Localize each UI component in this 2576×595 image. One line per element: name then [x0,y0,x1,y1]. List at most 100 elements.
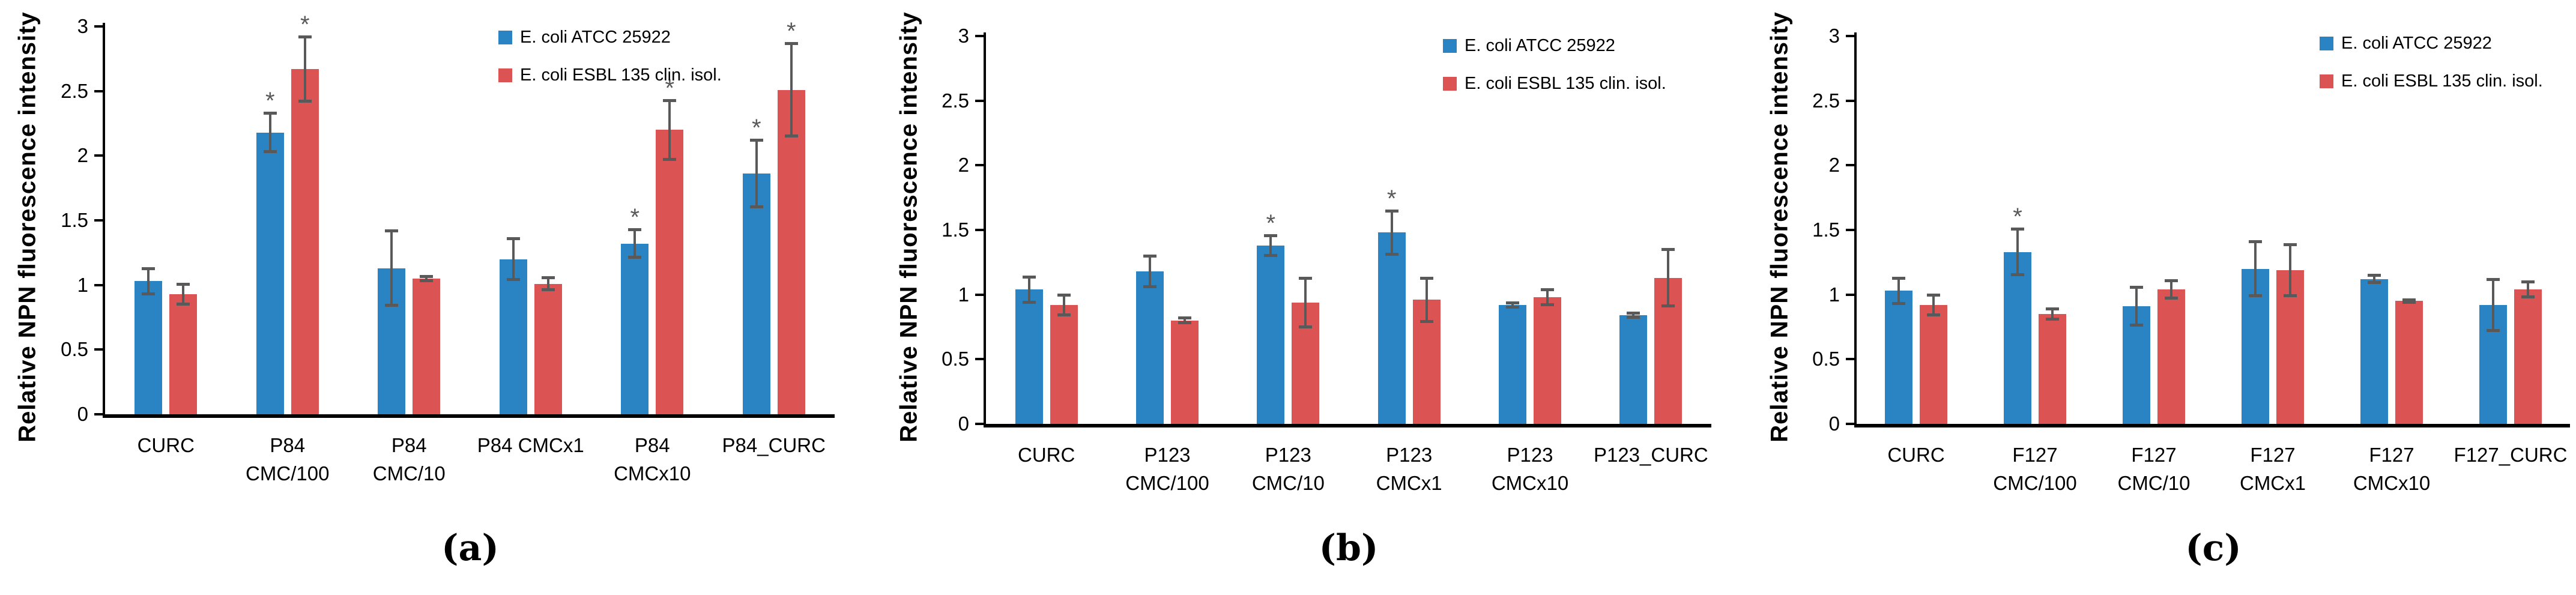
error-bar-cap-bottom [263,150,277,153]
x-category-label: P84 CMCx10 [585,431,719,488]
panel-letter-b: (b) [1319,527,1379,569]
y-tick-label: 1 [958,283,969,306]
y-axis-line [1854,32,1857,427]
x-category-label-line: P84 CMCx1 [477,434,584,456]
x-category-label-line: CMCx1 [1376,472,1442,494]
x-axis-line [1854,424,2570,427]
error-bar-cap-bottom [2011,273,2024,277]
legend: E. coli ATCC 25922 E. coli ESBL 135 clin… [1443,36,1666,94]
y-tick-label: 3 [958,25,969,47]
legend-swatch-esbl [2320,74,2333,88]
error-bar-cap-top [1661,248,1675,252]
x-category-label-line: CMC/10 [1251,472,1325,494]
x-category-label: CURC [1849,441,1983,469]
error-bar-cap-bottom [2046,317,2059,321]
legend-label: E. coli ATCC 25922 [2341,34,2492,53]
bar-esbl [1171,320,1199,424]
error-bar-line [268,113,271,152]
error-bar-cap-bottom [784,134,798,138]
legend-item: E. coli ESBL 135 clin. isol. [498,65,722,85]
x-category-label: P84_CURC [707,431,841,459]
legend: E. coli ATCC 25922 E. coli ESBL 135 clin… [2320,34,2543,91]
x-category-label-line: P123 [1507,444,1553,466]
x-category-label: P123 CMC/10 [1221,441,1355,497]
error-bar-line [147,268,150,294]
error-bar-cap-bottom [2284,294,2297,297]
y-tick-label: 1.5 [61,209,88,231]
significance-asterisk: * [300,11,310,38]
x-category-label: P123 CMCx10 [1463,441,1597,497]
x-category-label-line: CMCx10 [2353,472,2431,494]
y-axis-line [103,23,105,418]
y-axis-tick [975,229,984,231]
error-bar-cap-bottom [2165,297,2178,300]
x-category-label-line: CMC/100 [246,462,330,485]
error-bar-cap-bottom [2521,295,2535,298]
legend-item: E. coli ATCC 25922 [2320,34,2543,53]
x-category-label: F127 CMC/10 [2087,441,2221,497]
x-category-label: P123_CURC [1583,441,1718,469]
error-bar-cap-bottom [506,278,520,282]
x-axis-line [984,424,1711,427]
significance-asterisk: * [265,88,275,115]
error-bar-line [2527,282,2529,297]
error-bar-line [2135,286,2138,326]
error-bar-cap-top [1420,276,1433,280]
y-axis-tick [975,358,984,361]
error-bar-cap-bottom [2487,328,2500,332]
x-category-label-line: F127_CURC [2454,444,2568,466]
error-bar-line [1425,277,1428,322]
y-axis-tick [1846,229,1854,231]
bar-esbl [1050,304,1078,424]
error-bar-line [2373,275,2375,283]
error-bar-cap-bottom [420,279,434,283]
error-bar-cap-top [2368,274,2381,277]
bar-atcc [742,174,770,414]
error-bar-line [790,43,793,137]
error-bar-line [390,231,393,306]
x-category-label-line: CMC/100 [1993,472,2077,494]
x-category-label: P84 CMCx1 [464,431,598,459]
error-bar-cap-bottom [1178,321,1191,325]
error-bar-cap-bottom [1541,303,1554,306]
error-bar-cap-top [1927,293,1940,297]
error-bar-cap-bottom [628,256,642,259]
error-bar-line [1511,302,1514,308]
error-bar-cap-top [541,276,555,279]
error-bar-cap-bottom [177,302,190,306]
error-bar-cap-top [177,282,190,286]
error-bar-cap-bottom [1927,313,1940,317]
y-axis-tick [94,219,103,222]
error-bar-cap-bottom [663,157,677,161]
error-bar-cap-bottom [142,292,156,295]
error-bar-line [633,229,636,258]
bar-atcc [1015,289,1043,424]
error-bar-cap-top [2046,307,2059,311]
legend-swatch-atcc [498,31,512,44]
y-axis-tick [1846,358,1854,361]
y-axis-tick [94,154,103,157]
y-tick-label: 3 [77,15,88,37]
error-bar-line [546,277,549,291]
y-tick-label: 2.5 [61,79,88,102]
error-bar-cap-top [1264,234,1278,237]
error-bar-cap-bottom [1892,301,1905,305]
y-axis-tick [94,89,103,92]
legend-label: E. coli ESBL 135 clin. isol. [520,65,722,85]
chart-panel-c: Relative NPN fluorescence intensity 0 0.5… [1717,0,2576,595]
error-bar-cap-top [749,139,763,142]
error-bar-cap-bottom [1264,254,1278,258]
x-category-label-line: F127 [2012,444,2058,466]
x-category-label-line: CMCx10 [1491,472,1569,494]
bar-esbl [2039,313,2066,424]
chart-panel-a: Relative NPN fluorescence intensity 0 0.5… [0,0,859,595]
error-bar-line [2492,279,2494,331]
x-category-label: P123 CMCx1 [1342,441,1477,497]
legend-swatch-esbl [498,68,512,82]
error-bar-line [1932,294,1935,316]
x-category-label-line: P84 [270,434,306,456]
legend-label: E. coli ESBL 135 clin. isol. [1465,74,1666,93]
error-bar-cap-bottom [298,99,312,103]
significance-asterisk: * [1386,185,1397,212]
x-category-label: P123 CMC/100 [1100,441,1235,497]
